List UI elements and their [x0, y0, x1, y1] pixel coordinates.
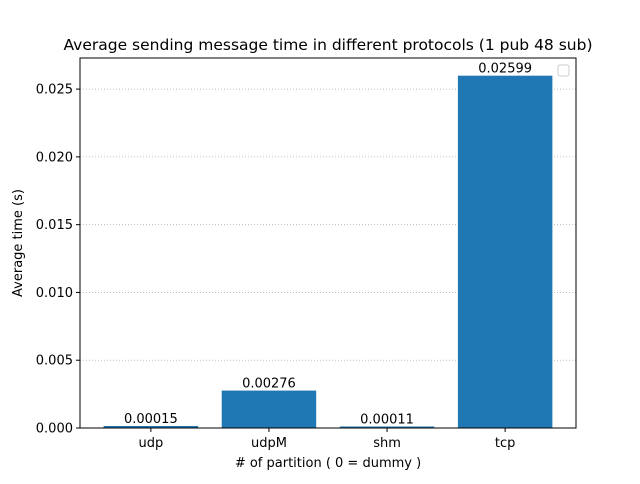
x-axis-label: # of partition ( 0 = dummy ) [235, 456, 421, 471]
y-axis-ticks: 0.000 0.005 0.010 0.015 0.020 0.025 [36, 83, 80, 437]
bar-data-label: 0.00276 [242, 377, 296, 392]
data-labels: 0.00015 0.00276 0.00011 0.02599 [124, 62, 532, 428]
y-tick-label: 0.020 [36, 150, 73, 165]
bar-shm [339, 426, 435, 428]
bars [103, 75, 553, 428]
bar-data-label: 0.00011 [360, 413, 414, 428]
y-tick-label: 0.015 [36, 218, 73, 233]
x-tick-label: shm [373, 436, 401, 451]
plot-frame [79, 57, 577, 429]
x-tick-label: udp [138, 436, 163, 451]
bar-data-label: 0.02599 [478, 62, 532, 77]
x-axis-ticks: udp udpM shm tcp [138, 428, 515, 451]
y-tick-label: 0.025 [36, 83, 73, 98]
y-tick-label: 0.005 [36, 354, 73, 369]
x-tick-label: udpM [251, 436, 287, 451]
x-tick-label: tcp [495, 436, 516, 451]
y-tick-label: 0.010 [36, 286, 73, 301]
legend-box [557, 64, 570, 77]
bar-udp [103, 425, 199, 428]
y-axis-label: Average time (s) [11, 189, 26, 297]
chart-title: Average sending message time in differen… [63, 36, 592, 54]
bar-data-label: 0.00015 [124, 412, 178, 427]
bar-udpM [221, 390, 317, 428]
bar-tcp [457, 75, 553, 428]
y-tick-label: 0.000 [36, 422, 73, 437]
